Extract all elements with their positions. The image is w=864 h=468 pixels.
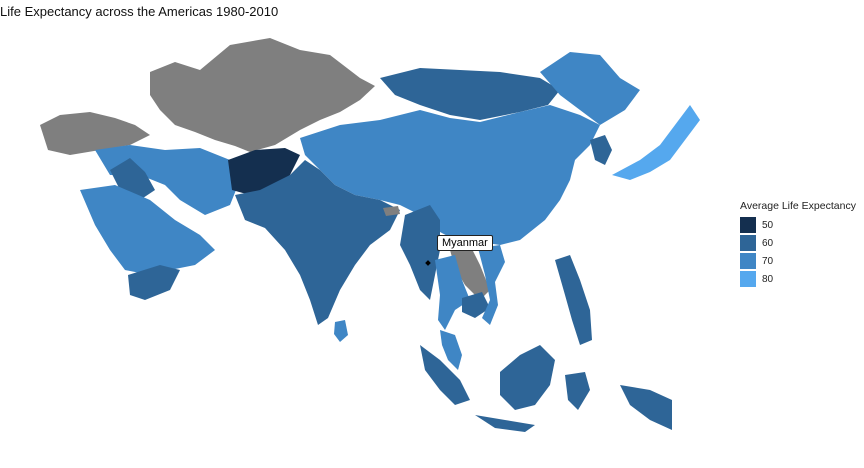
country-afghanistan[interactable]: [228, 148, 300, 195]
country-sri-lanka[interactable]: [334, 320, 348, 342]
country-philippines[interactable]: [555, 255, 592, 345]
tooltip-myanmar: Myanmar: [437, 235, 493, 251]
legend-item: 50: [740, 216, 856, 234]
country-china[interactable]: [300, 105, 600, 245]
legend: Average Life Expectancy 50 60 70 80: [740, 200, 856, 288]
legend-label: 70: [762, 255, 774, 267]
country-java[interactable]: [475, 415, 535, 432]
legend-label: 60: [762, 237, 774, 249]
country-sumatra[interactable]: [420, 345, 470, 405]
legend-item: 70: [740, 252, 856, 270]
country-korea[interactable]: [590, 135, 612, 165]
country-arabia[interactable]: [80, 185, 215, 275]
legend-item: 80: [740, 270, 856, 288]
chart-title: Life Expectancy across the Americas 1980…: [0, 4, 279, 19]
country-myanmar[interactable]: [400, 205, 440, 300]
country-russia[interactable]: [150, 38, 375, 152]
country-cambodia[interactable]: [462, 292, 490, 318]
country-india[interactable]: [235, 160, 400, 325]
country-borneo[interactable]: [500, 345, 555, 410]
country-nepal[interactable]: [383, 206, 400, 216]
country-yemen[interactable]: [128, 265, 180, 300]
legend-title: Average Life Expectancy: [740, 200, 856, 212]
legend-label: 50: [762, 219, 774, 231]
country-north-west[interactable]: [40, 112, 150, 155]
country-japan[interactable]: [612, 105, 700, 180]
country-far-east[interactable]: [540, 52, 640, 125]
country-thailand[interactable]: [435, 255, 470, 330]
country-sulawesi[interactable]: [565, 372, 590, 410]
legend-swatch: [740, 217, 756, 233]
country-papua[interactable]: [620, 385, 672, 430]
country-vietnam[interactable]: [478, 245, 505, 325]
country-malaysia[interactable]: [440, 330, 462, 370]
legend-swatch: [740, 235, 756, 251]
legend-item: 60: [740, 234, 856, 252]
country-laos[interactable]: [450, 245, 490, 300]
legend-label: 80: [762, 273, 774, 285]
country-mongolia[interactable]: [380, 68, 560, 120]
legend-swatch: [740, 253, 756, 269]
legend-swatch: [740, 271, 756, 287]
